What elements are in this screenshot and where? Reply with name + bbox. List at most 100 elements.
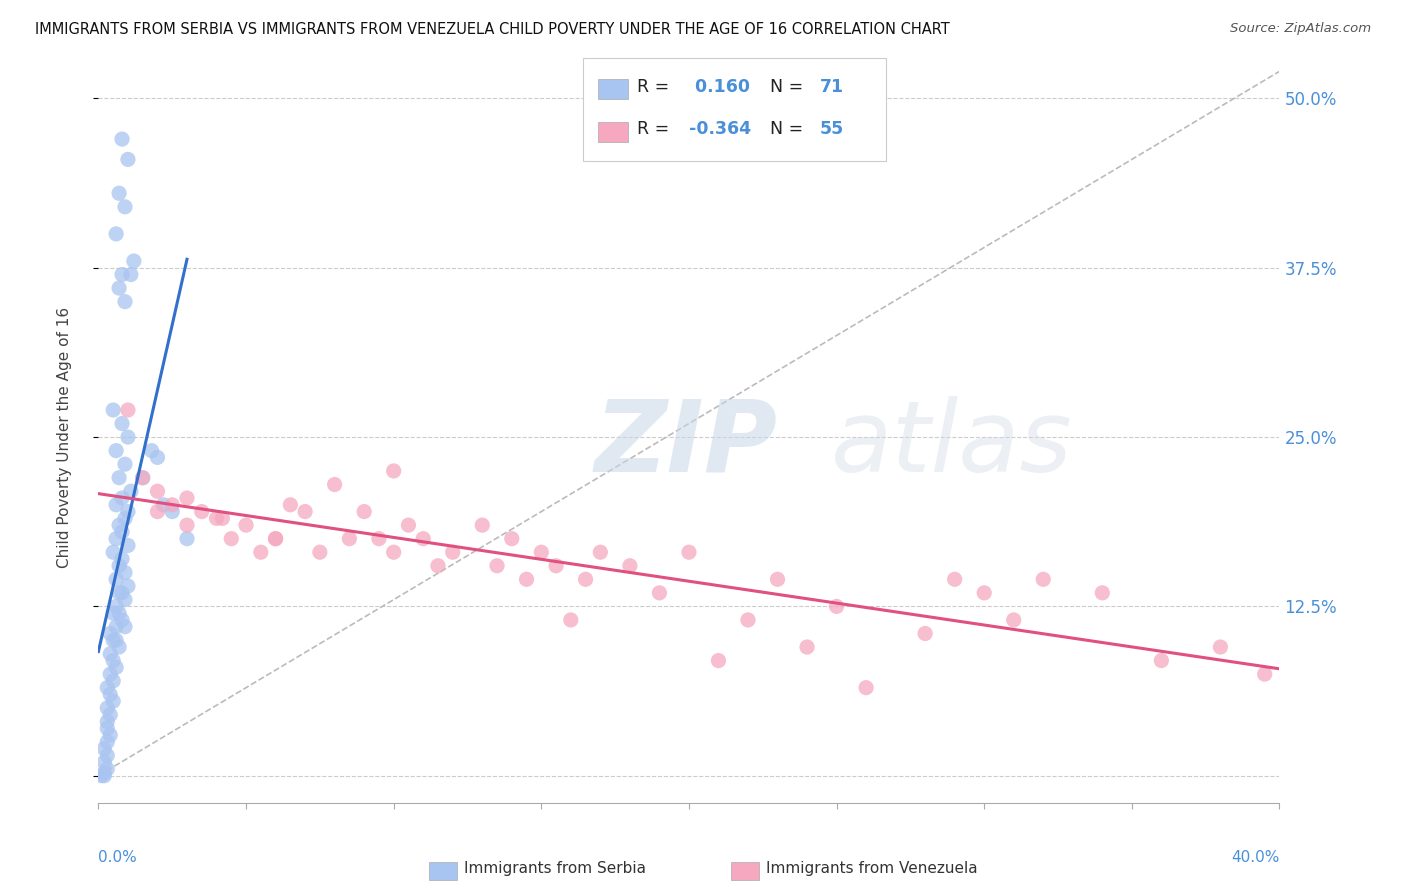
Point — [93, 741, 115, 756]
Text: 0.160: 0.160 — [689, 78, 749, 95]
Point — [441, 545, 464, 559]
Point — [105, 633, 128, 648]
Point — [117, 538, 139, 552]
Point — [162, 505, 183, 519]
Point — [105, 572, 128, 586]
Point — [176, 532, 198, 546]
Point — [96, 701, 118, 715]
Text: 55: 55 — [820, 120, 844, 138]
Point — [103, 606, 125, 620]
Text: 71: 71 — [820, 78, 844, 95]
Point — [108, 471, 131, 485]
Point — [108, 186, 131, 201]
Point — [382, 545, 405, 559]
Text: N =: N = — [759, 120, 808, 138]
Point — [98, 688, 121, 702]
Point — [114, 294, 136, 309]
Text: -0.364: -0.364 — [689, 120, 751, 138]
Point — [114, 457, 136, 471]
Point — [111, 552, 134, 566]
Point — [111, 586, 134, 600]
Point — [323, 477, 346, 491]
Point — [105, 443, 128, 458]
Point — [560, 613, 582, 627]
Point — [93, 766, 115, 780]
Point — [796, 640, 818, 654]
Point — [914, 626, 936, 640]
Point — [122, 254, 145, 268]
Point — [98, 647, 121, 661]
Point — [211, 511, 233, 525]
Text: IMMIGRANTS FROM SERBIA VS IMMIGRANTS FROM VENEZUELA CHILD POVERTY UNDER THE AGE : IMMIGRANTS FROM SERBIA VS IMMIGRANTS FRO… — [35, 22, 950, 37]
Point — [111, 417, 134, 431]
Text: Immigrants from Serbia: Immigrants from Serbia — [464, 862, 645, 876]
Point — [111, 132, 134, 146]
Point — [678, 545, 700, 559]
Point — [114, 592, 136, 607]
Point — [1032, 572, 1054, 586]
Point — [108, 640, 131, 654]
Point — [108, 606, 131, 620]
Point — [294, 505, 316, 519]
Point — [973, 586, 995, 600]
Point — [103, 654, 125, 668]
Point — [943, 572, 966, 586]
Point — [93, 755, 115, 769]
Point — [141, 443, 163, 458]
Point — [471, 518, 494, 533]
Point — [105, 660, 128, 674]
Point — [111, 268, 134, 282]
Point — [516, 572, 538, 586]
Text: Source: ZipAtlas.com: Source: ZipAtlas.com — [1230, 22, 1371, 36]
Point — [1254, 667, 1277, 681]
Y-axis label: Child Poverty Under the Age of 16: Child Poverty Under the Age of 16 — [58, 307, 72, 567]
Point — [98, 707, 121, 722]
Point — [146, 484, 169, 499]
Point — [96, 762, 118, 776]
Point — [250, 545, 273, 559]
Point — [132, 471, 155, 485]
Point — [114, 200, 136, 214]
Point — [353, 505, 375, 519]
Point — [108, 281, 131, 295]
Point — [96, 681, 118, 695]
Point — [176, 518, 198, 533]
Point — [855, 681, 877, 695]
Point — [111, 613, 134, 627]
Point — [1002, 613, 1025, 627]
Point — [264, 532, 287, 546]
Point — [648, 586, 671, 600]
Point — [221, 532, 243, 546]
Point — [1209, 640, 1232, 654]
Point — [398, 518, 420, 533]
Point — [162, 498, 183, 512]
Text: atlas: atlas — [831, 396, 1073, 493]
Point — [105, 620, 128, 634]
Point — [90, 769, 112, 783]
Point — [105, 498, 128, 512]
Point — [103, 694, 125, 708]
Point — [98, 667, 121, 681]
Point — [619, 558, 641, 573]
Point — [117, 505, 139, 519]
Text: R =: R = — [637, 78, 675, 95]
Point — [280, 498, 302, 512]
Point — [530, 545, 553, 559]
Point — [98, 728, 121, 742]
Point — [368, 532, 391, 546]
Point — [96, 721, 118, 735]
Point — [1150, 654, 1173, 668]
Point — [117, 403, 139, 417]
Point — [427, 558, 450, 573]
Point — [546, 558, 568, 573]
Point — [766, 572, 789, 586]
Point — [103, 673, 125, 688]
Point — [98, 626, 121, 640]
Point — [501, 532, 523, 546]
Point — [103, 545, 125, 559]
Point — [96, 735, 118, 749]
Point — [382, 464, 405, 478]
Point — [737, 613, 759, 627]
Point — [146, 450, 169, 465]
Point — [575, 572, 598, 586]
